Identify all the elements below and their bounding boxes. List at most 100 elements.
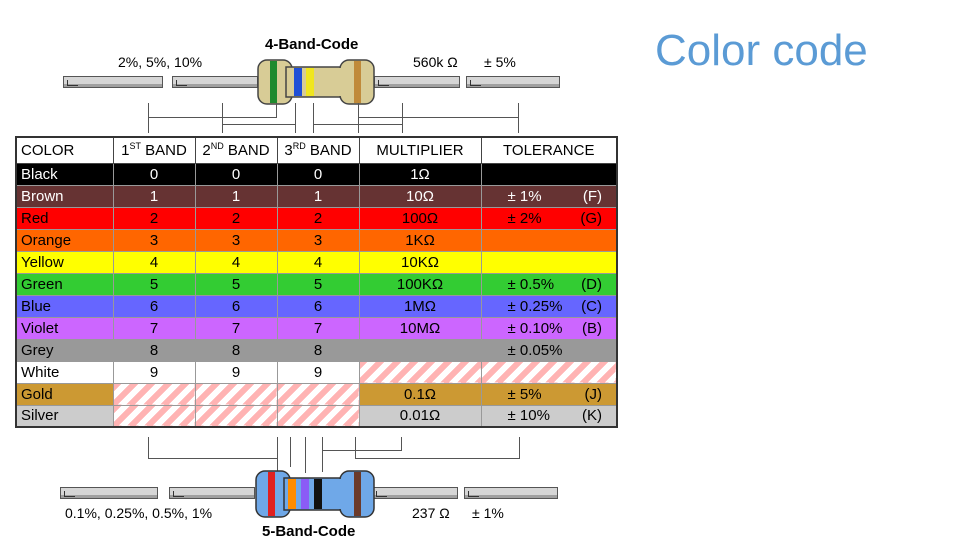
- table-header-row: COLOR 1ST BAND 2ND BAND 3RD BAND MULTIPL…: [15, 136, 618, 164]
- multiplier-value: 100Ω: [358, 206, 482, 230]
- connector: [148, 103, 278, 133]
- five-band-left-caption: 0.1%, 0.25%, 0.5%, 1%: [65, 505, 213, 521]
- third-band-digit: 2: [276, 206, 360, 230]
- first-band-digit: [112, 404, 196, 428]
- third-band-digit: 7: [276, 316, 360, 340]
- second-band-digit: 6: [194, 294, 278, 318]
- first-band-digit: 5: [112, 272, 196, 296]
- multiplier-value: 10KΩ: [358, 250, 482, 274]
- third-band-digit: 5: [276, 272, 360, 296]
- connector: [222, 103, 296, 133]
- band-5-brown: [354, 472, 361, 516]
- band-4-gold: [354, 61, 361, 103]
- tolerance-percent: ± 0.25%: [507, 297, 563, 315]
- second-band-digit: 2: [194, 206, 278, 230]
- band-2-orange: [288, 479, 296, 509]
- color-name: Orange: [15, 228, 114, 252]
- first-band-digit: 2: [112, 206, 196, 230]
- tolerance-value: ± 1% (F): [480, 184, 618, 208]
- connector: [222, 103, 296, 125]
- table-row-grey: Grey 8 8 8 ± 0.05%: [15, 338, 618, 362]
- table-row-white: White 9 9 9: [15, 360, 618, 384]
- connector: [305, 437, 306, 473]
- color-name: Black: [15, 162, 114, 186]
- multiplier-value: 1Ω: [358, 162, 482, 186]
- five-band-lead-left-2: [169, 487, 255, 499]
- table-row-violet: Violet 7 7 7 10MΩ ± 0.10% (B): [15, 316, 618, 340]
- multiplier-value: 1KΩ: [358, 228, 482, 252]
- color-name: Grey: [15, 338, 114, 362]
- five-band-tolerance: ± 1%: [472, 505, 504, 521]
- color-name: Gold: [15, 382, 114, 406]
- tolerance-letter-code: (F): [582, 187, 602, 205]
- first-band-digit: 7: [112, 316, 196, 340]
- tolerance-value: [480, 162, 618, 186]
- table-row-orange: Orange 3 3 3 1KΩ: [15, 228, 618, 252]
- header-color: COLOR: [15, 136, 114, 164]
- color-name: Blue: [15, 294, 114, 318]
- multiplier-value: 0.01Ω: [358, 404, 482, 428]
- first-band-digit: 1: [112, 184, 196, 208]
- tolerance-value: ± 0.05%: [480, 338, 618, 362]
- band-3-yellow: [306, 68, 314, 96]
- color-name: Green: [15, 272, 114, 296]
- third-band-digit: 9: [276, 360, 360, 384]
- color-name: Silver: [15, 404, 114, 428]
- second-band-digit: [194, 404, 278, 428]
- table-row-brown: Brown 1 1 1 10Ω ± 1% (F): [15, 184, 618, 208]
- first-band-digit: 6: [112, 294, 196, 318]
- tolerance-value: [480, 250, 618, 274]
- tolerance-value: [480, 360, 618, 384]
- tolerance-value: ± 10% (K): [480, 404, 618, 428]
- color-name: Yellow: [15, 250, 114, 274]
- multiplier-value: 10MΩ: [358, 316, 482, 340]
- connector: [322, 450, 323, 472]
- five-band-lead-left-1: [60, 487, 158, 499]
- table-row-green: Green 5 5 5 100KΩ ± 0.5% (D): [15, 272, 618, 296]
- connector: [358, 103, 519, 118]
- tolerance-value: ± 0.5% (D): [480, 272, 618, 296]
- table-row-blue: Blue 6 6 6 1MΩ ± 0.25% (C): [15, 294, 618, 318]
- first-band-digit: 4: [112, 250, 196, 274]
- color-name: White: [15, 360, 114, 384]
- four-band-left-caption: 2%, 5%, 10%: [118, 54, 203, 70]
- four-band-title: 4-Band-Code: [265, 36, 359, 53]
- third-band-digit: 1: [276, 184, 360, 208]
- table-row-black: Black 0 0 0 1Ω: [15, 162, 618, 186]
- header-second-band: 2ND BAND: [194, 136, 278, 164]
- tolerance-value: [480, 228, 618, 252]
- four-band-lead-right-2: [466, 76, 560, 88]
- band-4-black: [314, 479, 322, 509]
- four-band-lead-left-2: [172, 76, 258, 88]
- third-band-digit: [276, 382, 360, 406]
- connector: [355, 437, 520, 459]
- second-band-digit: 4: [194, 250, 278, 274]
- second-band-digit: 3: [194, 228, 278, 252]
- color-code-table: COLOR 1ST BAND 2ND BAND 3RD BAND MULTIPL…: [15, 136, 618, 428]
- tolerance-letter-code: (K): [582, 407, 602, 425]
- connector: [148, 103, 277, 118]
- tolerance-percent: ± 2%: [507, 209, 542, 227]
- first-band-digit: 8: [112, 338, 196, 362]
- multiplier-value: 10Ω: [358, 184, 482, 208]
- table-row-yellow: Yellow 4 4 4 10KΩ: [15, 250, 618, 274]
- tolerance-letter-code: (C): [581, 297, 602, 315]
- tolerance-percent: ± 1%: [507, 187, 542, 205]
- tolerance-value: ± 2% (G): [480, 206, 618, 230]
- tolerance-percent: ± 0.05%: [507, 341, 563, 359]
- tolerance-percent: ± 10%: [507, 407, 550, 425]
- four-band-lead-right-1: [374, 76, 460, 88]
- color-name: Brown: [15, 184, 114, 208]
- tolerance-letter-code: (J): [584, 385, 603, 403]
- tolerance-percent: ± 0.5%: [507, 275, 555, 293]
- four-band-lead-left-1: [63, 76, 163, 88]
- second-band-digit: 5: [194, 272, 278, 296]
- color-name: Violet: [15, 316, 114, 340]
- header-first-band: 1ST BAND: [112, 136, 196, 164]
- band-1-red: [268, 472, 275, 516]
- five-band-lead-right-2: [464, 487, 558, 499]
- five-band-resistor-icon: [255, 470, 375, 518]
- first-band-digit: [112, 382, 196, 406]
- connector: [277, 437, 278, 473]
- multiplier-value: 0.1Ω: [358, 382, 482, 406]
